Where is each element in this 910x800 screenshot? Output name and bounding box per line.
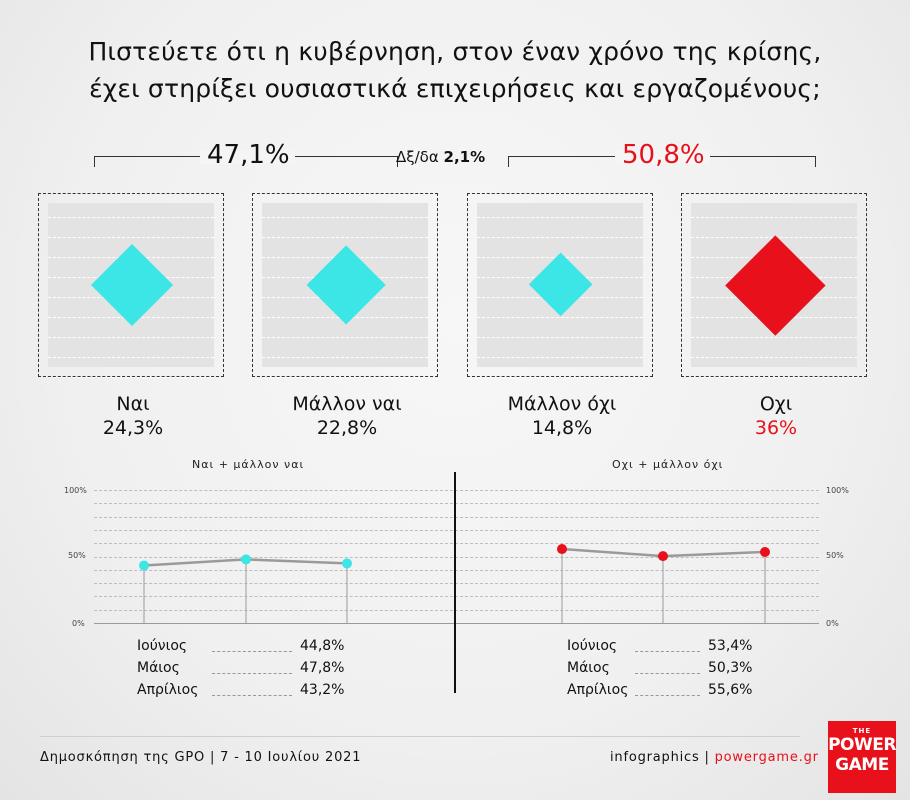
left-ytick-0: 0%: [72, 619, 85, 628]
legend-right-month: Ιούνιος: [567, 638, 618, 654]
trend-gridline: [94, 609, 819, 611]
legend-left-month: Ιούνιος: [137, 638, 188, 654]
cat-value-yes: 24,3%: [102, 417, 164, 439]
panel-gridline: [477, 337, 643, 338]
legend-left-value: 44,8%: [300, 638, 345, 654]
panel-gridline: [48, 237, 214, 238]
point-yes-Απρίλιος: [139, 560, 149, 571]
cat-label-no: Οχι: [759, 393, 793, 415]
panel-gridline: [48, 217, 214, 218]
panel-gridline: [262, 337, 428, 338]
legend-leader: [212, 673, 292, 674]
panel-gridline: [262, 217, 428, 218]
panel-gridline: [691, 377, 857, 378]
panel-gridline: [477, 317, 643, 318]
panel-gridline: [48, 357, 214, 358]
footer-site[interactable]: powergame.gr: [714, 750, 819, 765]
trend-gridline: [94, 490, 819, 491]
panel-gridline: [48, 377, 214, 378]
cat-label-rather-yes: Μάλλον ναι: [292, 393, 402, 415]
legend-leader: [635, 695, 700, 696]
dont-know-value: 2,1%: [443, 148, 486, 166]
left-chart-title: Ναι + μάλλον ναι: [192, 458, 305, 471]
footer-credit: infographics | powergame.gr: [610, 750, 819, 765]
trend-gridline: [94, 556, 819, 558]
trend-gridline: [94, 569, 819, 571]
panel-gridline: [262, 357, 428, 358]
legend-right-value: 55,6%: [708, 682, 753, 698]
panel-gridline: [691, 357, 857, 358]
trend-gridline: [94, 516, 819, 518]
panel-yes: [38, 193, 224, 378]
logo-the: THE: [852, 727, 872, 735]
chart-title-line2: έχει στηρίξει ουσιαστικά επιχειρήσεις κα…: [89, 74, 821, 103]
yes-total: 47,1%: [207, 140, 290, 170]
cat-label-rather-no: Μάλλον όχι: [507, 393, 617, 415]
no-total: 50,8%: [622, 140, 705, 170]
legend-left-value: 43,2%: [300, 682, 345, 698]
cat-value-rather-no: 14,8%: [531, 417, 593, 439]
legend-leader: [212, 651, 292, 652]
right-chart-title: Οχι + μάλλον όχι: [612, 458, 724, 471]
footer-rule: [40, 736, 800, 737]
panel-rather-yes: [252, 193, 438, 378]
trend-gridline: [94, 583, 819, 585]
trend-gridline: [94, 529, 819, 531]
panel-gridline: [477, 357, 643, 358]
point-yes-Ιούνιος: [342, 558, 352, 569]
legend-leader: [635, 651, 700, 652]
trend-gridline: [94, 543, 819, 545]
legend-leader: [212, 695, 292, 696]
no-bracket-gap: [615, 150, 710, 164]
panel-rather-no: [467, 193, 653, 378]
trend-gridline: [94, 503, 819, 505]
left-ytick-100: 100%: [64, 486, 87, 495]
yes-bracket-gap: [200, 150, 295, 164]
baseline-axis: [94, 623, 819, 624]
panel-gridline: [477, 237, 643, 238]
panel-gridline: [477, 377, 643, 378]
point-no-Μάιος: [658, 551, 668, 562]
right-ytick-0: 0%: [826, 619, 839, 628]
trend-gridline: [94, 596, 819, 598]
dont-know-label: Δξ/δα: [396, 148, 439, 166]
cat-value-rather-yes: 22,8%: [316, 417, 378, 439]
chart-title-line1: Πιστεύετε ότι η κυβέρνηση, στον έναν χρό…: [88, 37, 822, 66]
footer-infographics: infographics |: [610, 750, 715, 765]
footer-source: Δημοσκόπηση της GPO | 7 - 10 Ιουλίου 202…: [40, 750, 362, 765]
panel-gridline: [262, 237, 428, 238]
cat-label-yes: Ναι: [116, 393, 150, 415]
legend-right-value: 50,3%: [708, 660, 753, 676]
cat-value-no: 36%: [754, 417, 798, 439]
legend-right-month: Απρίλιος: [567, 682, 629, 698]
panel-gridline: [691, 217, 857, 218]
panel-no: [681, 193, 867, 378]
point-yes-Μάιος: [241, 554, 251, 565]
legend-left-month: Απρίλιος: [137, 682, 199, 698]
center-divider: [454, 472, 456, 693]
legend-right-value: 53,4%: [708, 638, 753, 654]
legend-leader: [635, 673, 700, 674]
legend-left-value: 47,8%: [300, 660, 345, 676]
panel-gridline: [262, 377, 428, 378]
legend-right-month: Μάιος: [567, 660, 610, 676]
panel-gridline: [691, 337, 857, 338]
powergame-logo: THE POWER GAME: [828, 721, 896, 793]
panel-gridline: [48, 337, 214, 338]
point-no-Απρίλιος: [557, 544, 567, 555]
dont-know: Δξ/δα 2,1%: [396, 148, 485, 166]
legend-left-month: Μάιος: [137, 660, 180, 676]
logo-power: POWER: [828, 735, 896, 755]
logo-game: GAME: [835, 755, 889, 775]
right-ytick-50: 50%: [826, 551, 844, 560]
point-no-Ιούνιος: [760, 546, 770, 557]
left-ytick-50: 50%: [68, 551, 86, 560]
right-ytick-100: 100%: [826, 486, 849, 495]
panel-gridline: [477, 217, 643, 218]
